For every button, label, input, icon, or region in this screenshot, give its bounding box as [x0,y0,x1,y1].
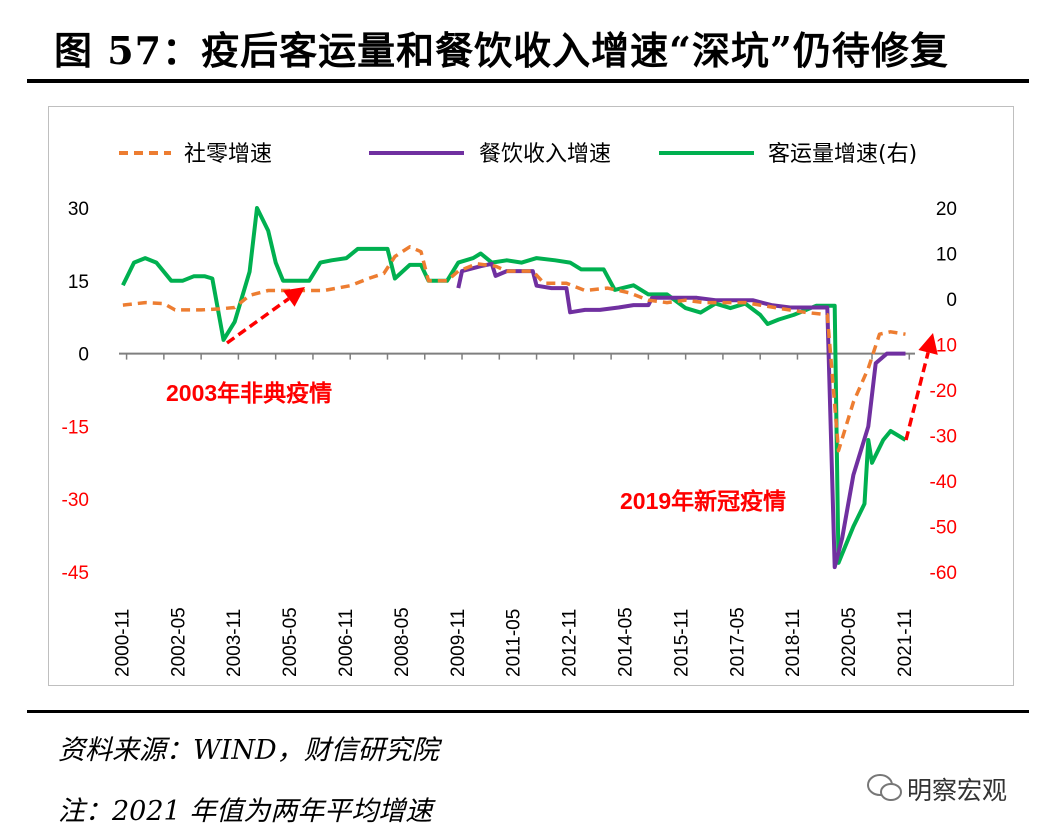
source-text: 资料来源：WIND，财信研究院 [58,735,439,766]
x-tick-label: 2009-11 [448,609,469,677]
series-catering-line [456,261,906,570]
legend-label: 社零增速 [184,142,272,167]
y-right-tick-label: 20 [936,199,957,220]
arrow-covid-shaft [904,351,930,441]
y-right-tick-label: -40 [930,472,957,493]
arrow-sars-shaft [225,297,290,345]
x-tick-label: 2006-11 [336,609,357,677]
x-tick-label: 2005-05 [280,607,301,677]
chart-frame: 2000-11 2002-05 2003-11 2005-05 2006-11 2008-… [48,106,1014,686]
x-tick-label: 2020-05 [839,607,860,677]
y-left-tick-label: 0 [78,345,89,366]
y-left-tick-label: -45 [62,563,89,584]
y-left-tick-label: 15 [68,272,89,293]
x-tick-label: 2002-05 [168,607,189,677]
y-left-tick-label: -15 [62,417,89,438]
arrow-sars-head [282,287,305,307]
footer-rule [27,710,1029,713]
x-tick-label: 2018-11 [783,609,804,677]
annotation-covid: 2019年新冠疫情 [620,488,786,514]
y-left-tick-label: -30 [62,490,89,511]
x-tick-label: 2011-05 [504,609,525,677]
x-tick-label: 2021-11 [895,609,916,677]
x-tick-label: 2003-11 [224,609,245,677]
y-right-tick-label: -50 [930,518,957,539]
title-rule [27,79,1029,83]
series-retail-line [122,245,906,453]
arrow-covid-head [918,333,938,355]
legend-label: 餐饮收入增速 [479,142,611,167]
x-tick-label: 2012-11 [560,609,581,677]
x-tick-label: 2014-05 [616,607,637,677]
y-right-tick-label: -30 [930,427,957,448]
y-right-tick-label: 10 [936,245,957,266]
legend-label: 客运量增速(右) [768,142,917,167]
wechat-icon [867,774,902,801]
x-tick-label: 2000-11 [112,609,133,677]
x-tick-label: 2017-05 [727,607,748,677]
y-left-tick-label: 30 [68,199,89,220]
figure-title: 图 57：疫后客运量和餐饮收入增速“深坑”仍待修复 [54,28,949,73]
watermark: 明察宏观 [907,776,1008,805]
y-right-tick-label: -60 [930,563,957,584]
x-tick-label: 2015-11 [671,609,692,677]
y-right-tick-label: -20 [930,381,957,402]
x-tick-label: 2008-05 [392,607,413,677]
chart-svg: 2000-11 2002-05 2003-11 2005-05 2006-11 2008-… [62,142,957,677]
note-text: 注：2021 年值为两年平均增速 [58,796,433,827]
y-right-tick-label: 0 [946,290,957,311]
annotation-sars: 2003年非典疫情 [166,380,332,406]
